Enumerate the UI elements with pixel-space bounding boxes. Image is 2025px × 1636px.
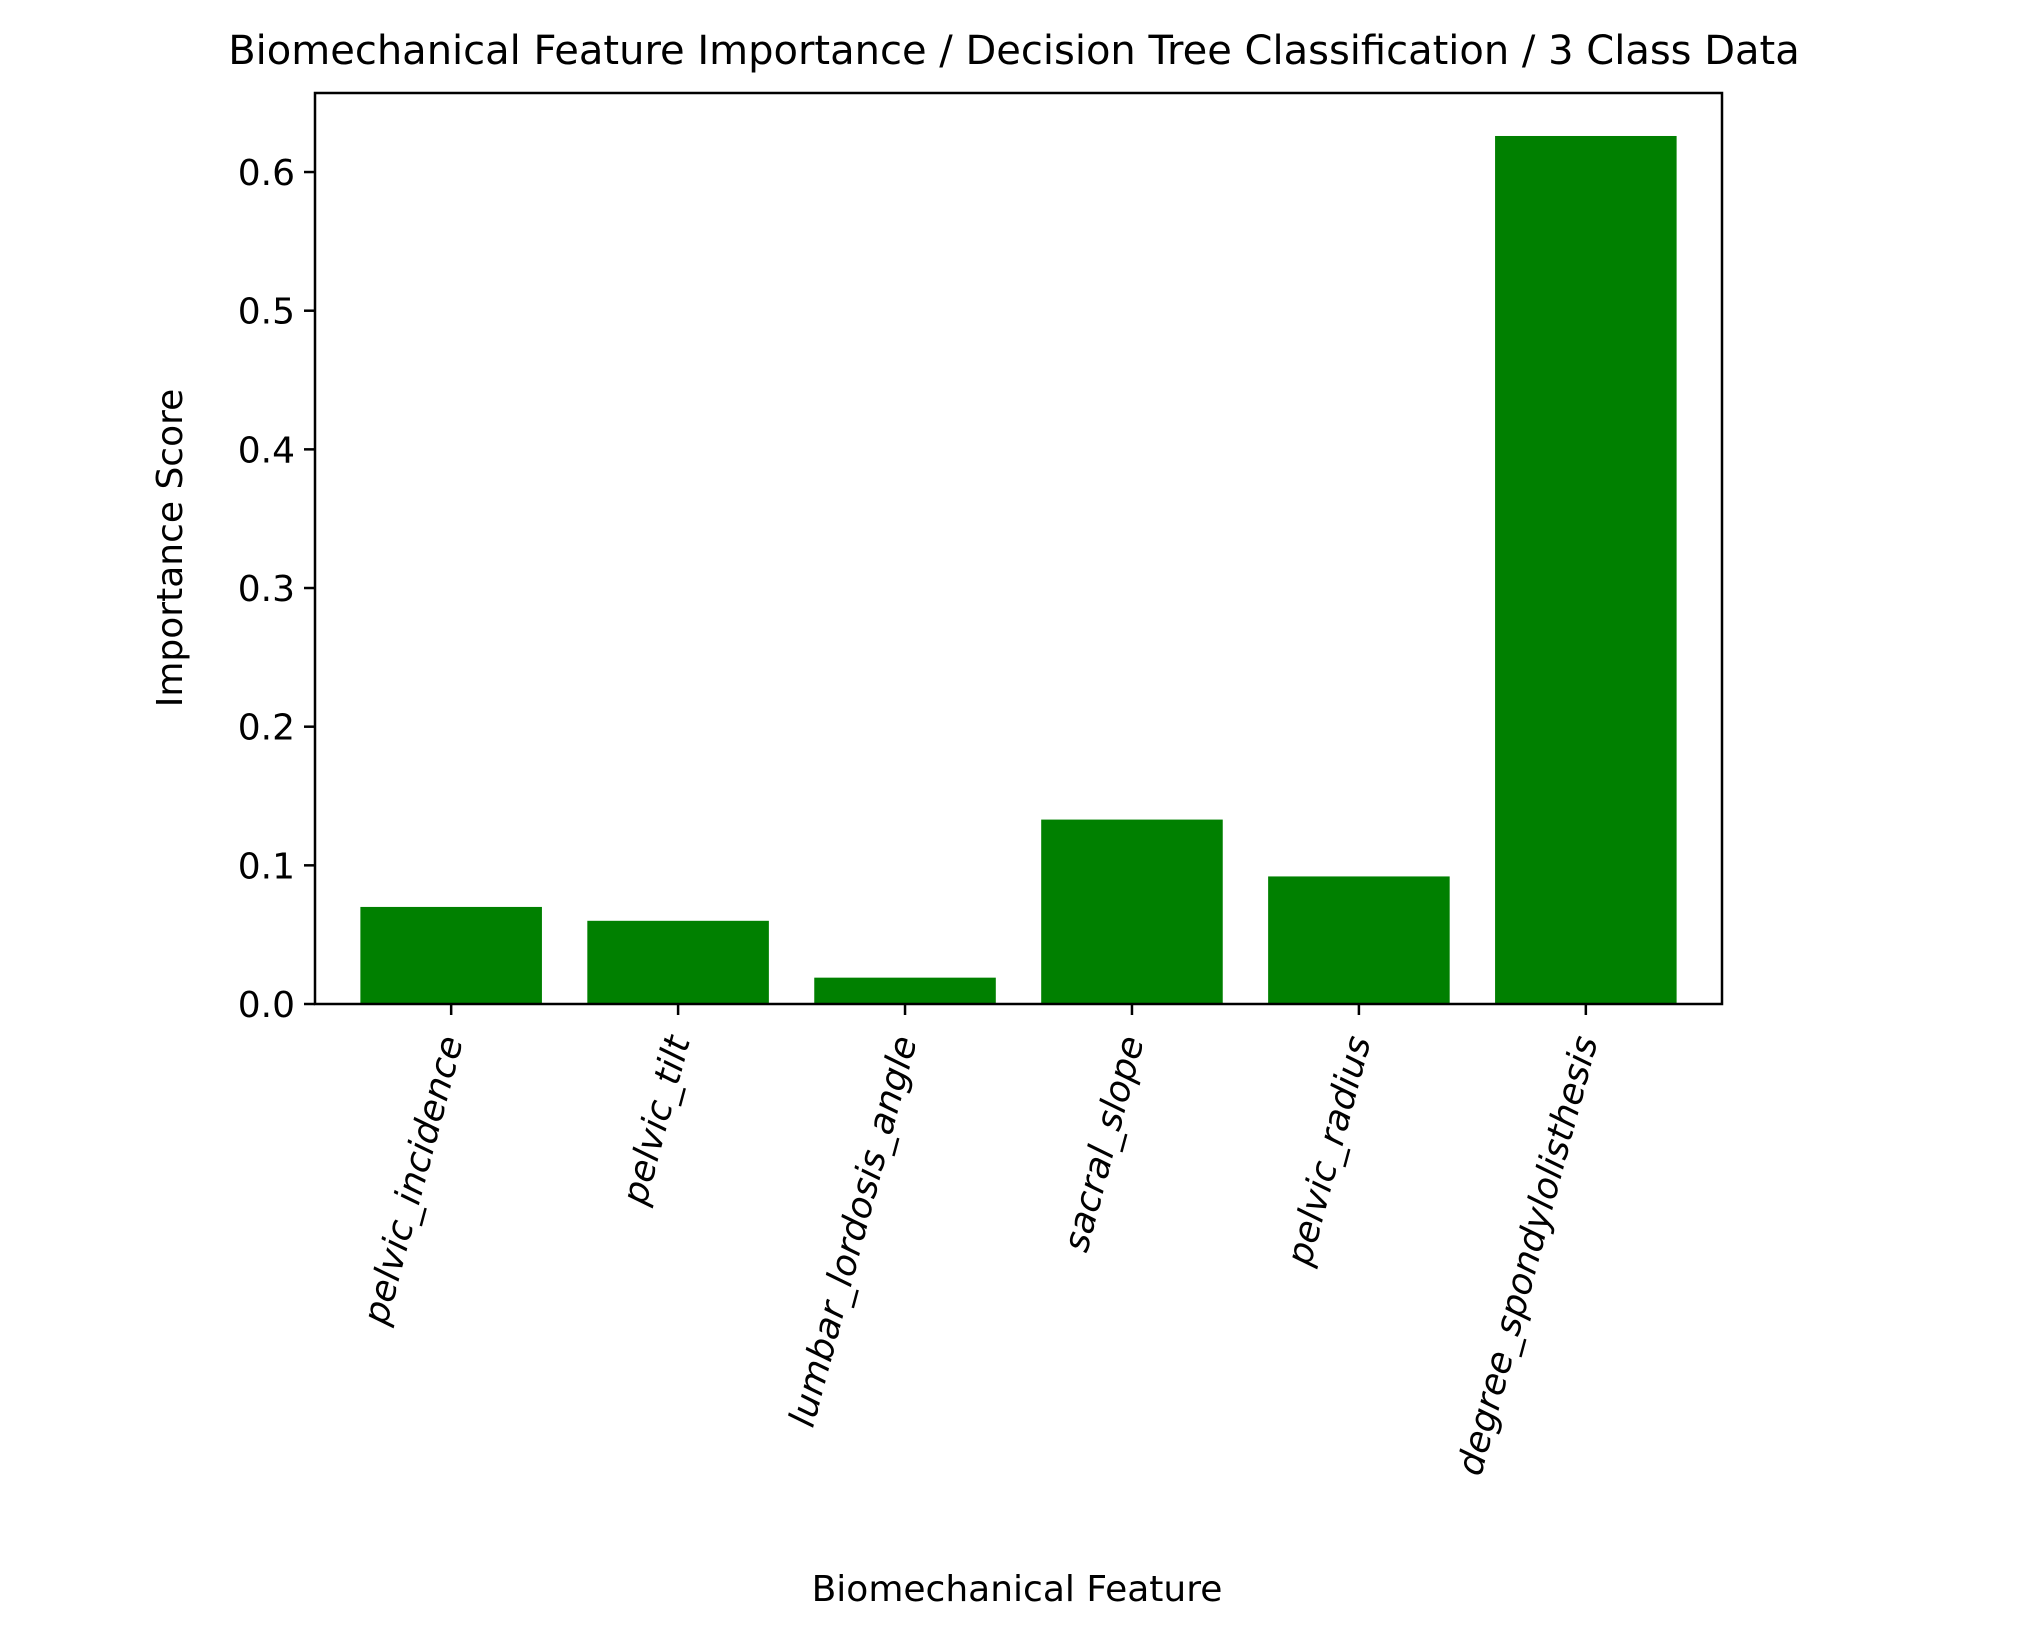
x-axis-label: Biomechanical Feature xyxy=(812,1569,1223,1610)
y-tick-label: 0.2 xyxy=(238,708,295,749)
chart-title: Biomechanical Feature Importance / Decis… xyxy=(228,28,1800,74)
y-tick-label: 0.0 xyxy=(238,985,295,1026)
bar-lumbar-lordosis-angle xyxy=(814,977,996,1004)
bar-pelvic-incidence xyxy=(360,906,542,1004)
y-tick-label: 0.5 xyxy=(238,292,295,333)
y-tick-label: 0.4 xyxy=(238,430,295,471)
bar-pelvic-tilt xyxy=(587,920,769,1004)
x-tick-label-pelvic-radius: pelvic_radius xyxy=(1279,1032,1380,1271)
x-tick-label-degree-spondylolisthesis: degree_spondylolisthesis xyxy=(1450,1032,1607,1480)
bar-degree-spondylolisthesis xyxy=(1495,135,1677,1005)
y-tick-label: 0.3 xyxy=(238,569,295,610)
x-tick-label-pelvic-tilt: pelvic_tilt xyxy=(614,1030,699,1210)
y-tick-label: 0.1 xyxy=(238,846,295,887)
y-tick-label: 0.6 xyxy=(238,153,295,194)
bars-layer xyxy=(360,135,1677,1005)
x-tick-label-pelvic-incidence: pelvic_incidence xyxy=(355,1032,472,1330)
x-tick-label-sacral-slope: sacral_slope xyxy=(1056,1032,1153,1256)
y-axis-label: Importance Score xyxy=(150,389,191,708)
bar-pelvic-radius xyxy=(1268,876,1450,1004)
bar-sacral-slope xyxy=(1041,819,1223,1004)
axes-frame xyxy=(313,91,1724,1006)
x-tick-label-lumbar-lordosis-angle: lumbar_lordosis_angle xyxy=(782,1032,926,1432)
